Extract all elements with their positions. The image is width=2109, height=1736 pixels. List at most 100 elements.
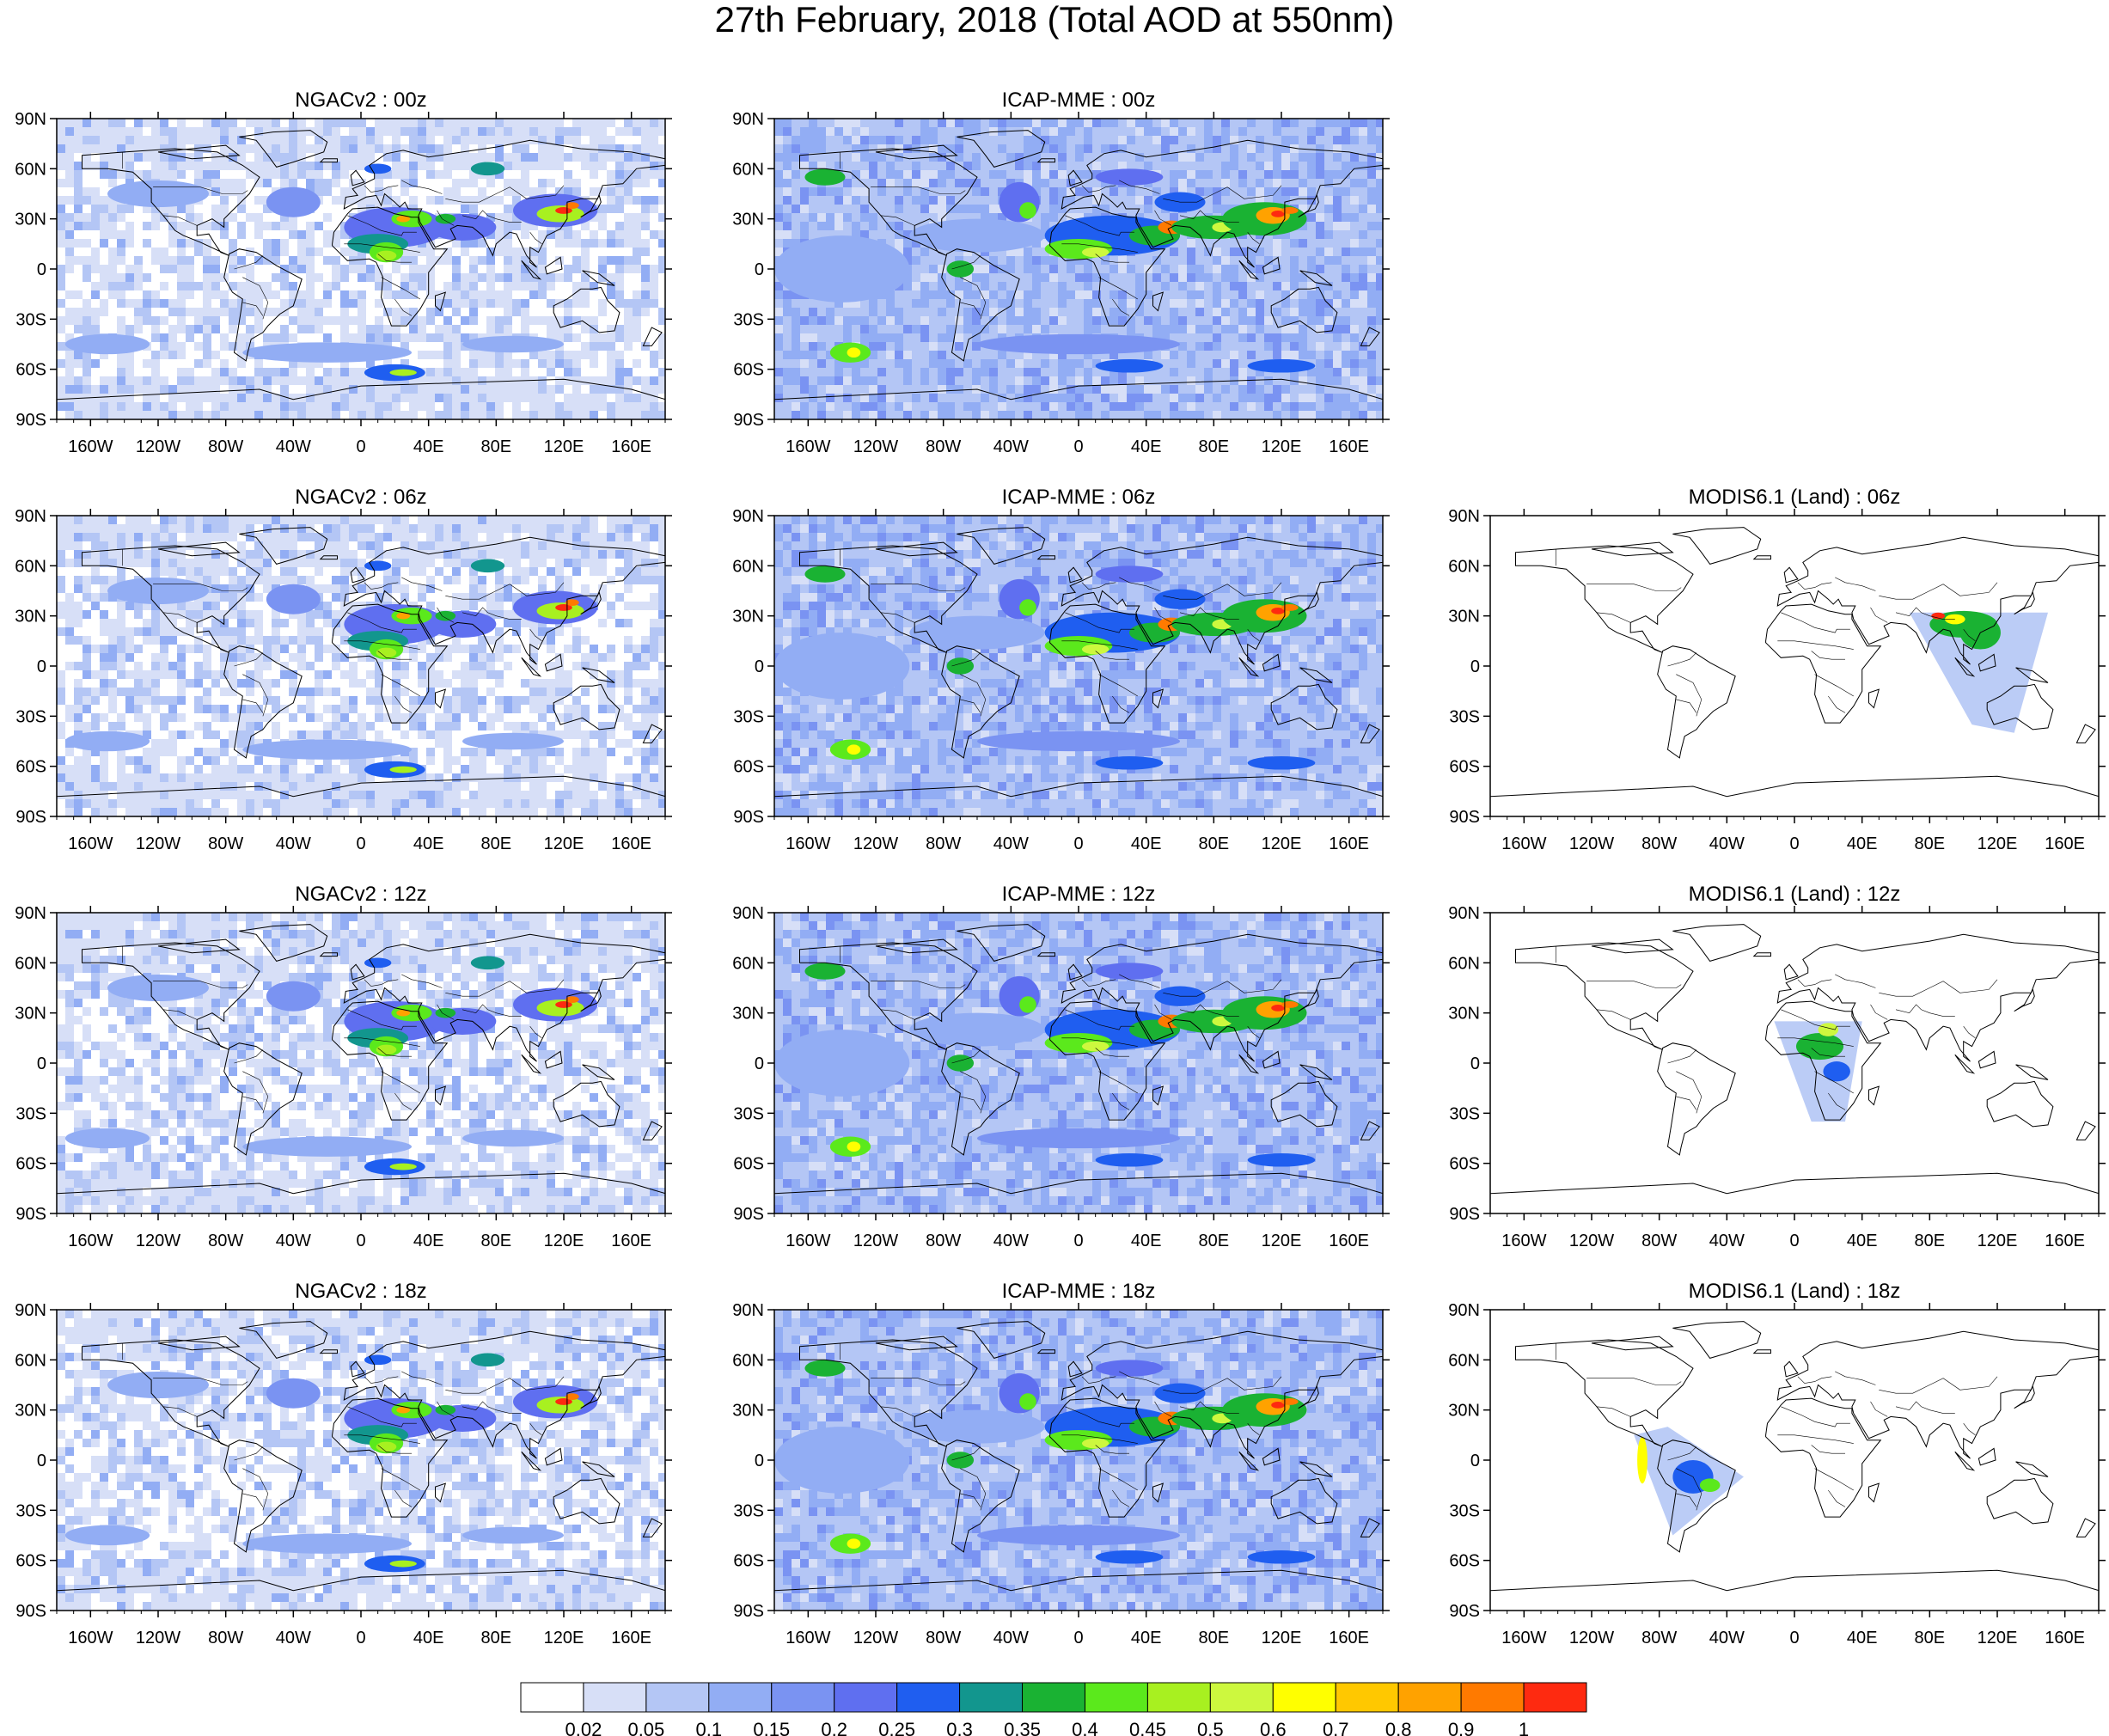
- lon-tick-label: 40W: [276, 1232, 311, 1250]
- colorbar-swatch: [1209, 1682, 1274, 1713]
- lat-tick-label: 90S: [1449, 1602, 1480, 1621]
- lat-tick-label: 30S: [15, 1104, 46, 1123]
- coastline: [799, 148, 978, 256]
- coastline: [1049, 1000, 1166, 1121]
- country-border: [344, 243, 420, 253]
- coastline: [1752, 952, 1771, 957]
- country-border: [960, 302, 981, 316]
- lat-tick-label: 90N: [732, 1301, 764, 1320]
- coastline: [82, 545, 260, 653]
- coastline: [580, 1385, 602, 1409]
- country-border: [1870, 1004, 1888, 1020]
- country-border: [1676, 699, 1697, 713]
- colorbar-label: 0.4: [1072, 1719, 1098, 1736]
- lat-tick-label: 30S: [15, 707, 46, 726]
- coastline: [1238, 1054, 1260, 1074]
- country-border: [1098, 1071, 1138, 1094]
- coastline: [2015, 1461, 2049, 1477]
- coastline: [2015, 667, 2049, 683]
- country-border: [462, 1401, 522, 1414]
- aod-feature: [1271, 1004, 1285, 1012]
- coastline: [332, 1397, 449, 1518]
- lon-tick-label: 80E: [1199, 1232, 1230, 1250]
- country-border: [1119, 1371, 1160, 1385]
- aod-feature: [946, 1054, 975, 1072]
- lon-tick-label: 120E: [544, 834, 584, 853]
- country-border: [462, 1004, 522, 1017]
- country-border: [1814, 674, 1854, 697]
- colorbar-swatch: [1523, 1682, 1587, 1713]
- lat-tick-label: 30N: [732, 1005, 764, 1024]
- coastline: [1067, 963, 1083, 981]
- coastline: [350, 1360, 365, 1378]
- coastline: [1978, 1050, 1996, 1069]
- country-border: [242, 1468, 269, 1511]
- country-border: [529, 1026, 542, 1039]
- aod-feature: [1931, 612, 1946, 620]
- coastline: [582, 1064, 615, 1080]
- lon-tick-label: 160E: [2045, 1232, 2085, 1250]
- aod-feature: [435, 1007, 456, 1018]
- coastline: [1036, 158, 1055, 163]
- aod-feature: [1095, 963, 1164, 980]
- lon-tick-label: 80E: [1199, 437, 1230, 456]
- lat-tick-label: 90N: [1448, 1301, 1480, 1320]
- aod-feature: [774, 235, 910, 303]
- coastline: [350, 169, 365, 186]
- colorbar-swatch: [1272, 1682, 1336, 1713]
- aod-feature: [107, 180, 209, 208]
- country-border: [1781, 1406, 1850, 1427]
- coastline: [1152, 291, 1165, 312]
- aod-feature: [946, 260, 975, 278]
- aod-feature: [266, 584, 321, 614]
- aod-feature: [565, 599, 579, 606]
- lon-tick-label: 40E: [1847, 834, 1878, 853]
- coastline: [1049, 603, 1166, 724]
- map-panel: NGACv2 : 06z 90N 60N 30N 0 30S 60S 90S 160W 120W 8…: [15, 486, 672, 853]
- coastline: [1954, 1054, 1976, 1074]
- coastline: [875, 541, 958, 557]
- lat-tick-label: 30N: [732, 211, 764, 229]
- lat-tick-label: 60S: [733, 1552, 764, 1571]
- aod-feature: [946, 1452, 975, 1469]
- coastline: [1262, 256, 1281, 275]
- panel-title: ICAP-MME : 06z: [1002, 486, 1156, 509]
- country-border: [1777, 1434, 1854, 1444]
- lat-tick-label: 90N: [15, 110, 46, 129]
- lat-tick-label: 90S: [15, 411, 46, 430]
- coastline: [319, 158, 338, 163]
- lon-tick-label: 120W: [1569, 834, 1614, 853]
- country-border: [242, 674, 269, 717]
- coastline: [1036, 1349, 1055, 1354]
- country-border: [1095, 1445, 1129, 1454]
- country-border: [1081, 582, 1116, 590]
- colorbar-swatch: [834, 1682, 898, 1713]
- coastline: [82, 942, 260, 1050]
- lon-tick-label: 160W: [1501, 1232, 1546, 1250]
- country-border: [1065, 612, 1134, 633]
- lat-tick-label: 30S: [1449, 707, 1480, 726]
- aod-feature: [242, 1136, 412, 1157]
- lat-tick-label: 60S: [15, 758, 46, 777]
- lat-tick-label: 90S: [733, 411, 764, 430]
- coastline: [774, 1569, 1383, 1611]
- coastline: [82, 1339, 260, 1447]
- colorbar-swatch: [1335, 1682, 1399, 1713]
- country-border: [1667, 1049, 1697, 1064]
- coastline: [332, 603, 449, 724]
- lon-tick-label: 80W: [926, 1629, 961, 1647]
- map-panel: MODIS6.1 (Land) : 18z 90N 60N 30N 0 30S 60S 90S…: [1448, 1280, 2106, 1647]
- coastline: [774, 378, 1383, 419]
- country-border: [401, 577, 443, 591]
- coastline: [1360, 1518, 1380, 1537]
- aod-feature: [435, 1404, 456, 1415]
- aod-feature: [774, 1427, 910, 1494]
- coastline: [223, 248, 303, 362]
- aod-feature: [536, 999, 584, 1017]
- country-border: [1676, 1468, 1702, 1511]
- country-border: [344, 1037, 420, 1047]
- country-border: [394, 1092, 413, 1110]
- country-border: [234, 255, 264, 270]
- aod-feature: [1271, 607, 1285, 614]
- swath-coverage: [1909, 612, 2048, 733]
